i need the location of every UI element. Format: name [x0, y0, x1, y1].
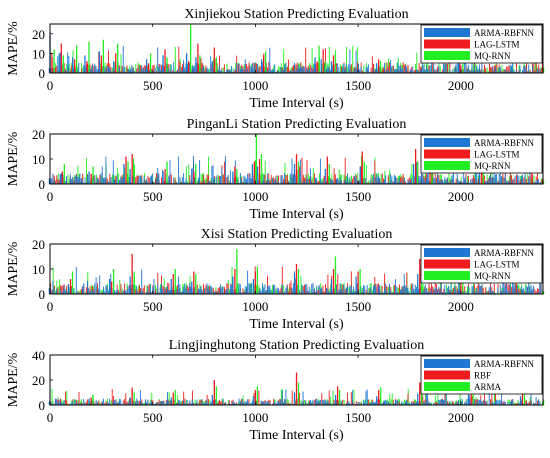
y-tick-label: 10 — [32, 152, 45, 167]
x-tick-label: 500 — [143, 299, 163, 314]
y-tick-label: 20 — [32, 237, 45, 252]
y-tick-label: 20 — [32, 27, 45, 42]
y-axis-label: MAPE/% — [6, 131, 21, 186]
legend-label: LAG-LSTM — [474, 150, 520, 160]
legend-swatch — [424, 161, 470, 170]
legend-label: MQ-RNN — [474, 161, 511, 171]
chart-title: PinganLi Station Predicting Evaluation — [187, 117, 407, 132]
legend-label: ARMA-RBFNN — [474, 138, 535, 148]
x-tick-label: 500 — [143, 189, 163, 204]
x-axis-label: Time Interval (s) — [249, 207, 344, 222]
y-tick-label: 0 — [39, 287, 46, 302]
y-axis-label: MAPE/% — [6, 241, 21, 296]
legend-label: MQ-RNN — [474, 51, 511, 61]
x-tick-label: 0 — [47, 299, 54, 314]
y-tick-label: 10 — [32, 262, 45, 277]
legend-label: ARMA-RBFNN — [474, 28, 535, 38]
legend-swatch — [424, 260, 470, 269]
x-axis-label: Time Interval (s) — [249, 96, 344, 111]
chart-panel-3: Lingjinghutong Station Predicting Evalua… — [6, 338, 544, 443]
chart-title: Lingjinghutong Station Predicting Evalua… — [169, 338, 424, 353]
legend-label: LAG-LSTM — [474, 260, 520, 270]
legend-swatch — [424, 40, 470, 49]
x-tick-label: 2000 — [448, 299, 474, 314]
x-axis-label: Time Interval (s) — [249, 317, 344, 332]
chart-title: Xisi Station Predicting Evaluation — [201, 227, 393, 242]
legend-swatch — [424, 271, 470, 280]
y-tick-label: 10 — [32, 46, 45, 61]
x-tick-label: 1500 — [345, 189, 371, 204]
legend-label: MQ-RNN — [474, 271, 511, 281]
y-axis-label: MAPE/% — [6, 21, 21, 76]
legend-swatch — [424, 51, 470, 60]
x-tick-label: 500 — [143, 78, 163, 93]
y-tick-label: 0 — [39, 177, 46, 192]
legend-swatch — [424, 138, 470, 147]
x-tick-label: 0 — [47, 78, 54, 93]
legend-swatch — [424, 248, 470, 257]
y-tick-label: 20 — [32, 127, 45, 142]
x-tick-label: 1500 — [345, 299, 371, 314]
legend-label: ARMA-RBFNN — [474, 248, 535, 258]
legend-swatch — [424, 28, 470, 37]
x-tick-label: 1000 — [242, 189, 268, 204]
x-tick-label: 1000 — [242, 78, 268, 93]
x-tick-label: 2000 — [448, 189, 474, 204]
legend-label: LAG-LSTM — [474, 40, 520, 50]
x-tick-label: 2000 — [448, 78, 474, 93]
chart-title: Xinjiekou Station Predicting Evaluation — [184, 7, 408, 22]
legend-swatch — [424, 150, 470, 159]
chart-panel-1: PinganLi Station Predicting Evaluation 0 5… — [6, 117, 544, 222]
x-tick-label: 1500 — [345, 78, 371, 93]
x-tick-label: 0 — [47, 189, 54, 204]
chart-panel-0: Xinjiekou Station Predicting Evaluation 0… — [6, 7, 544, 111]
chart-panel-2: Xisi Station Predicting Evaluation 0 500 10… — [6, 227, 544, 332]
x-tick-label: 1000 — [242, 299, 268, 314]
y-tick-label: 0 — [39, 66, 46, 81]
